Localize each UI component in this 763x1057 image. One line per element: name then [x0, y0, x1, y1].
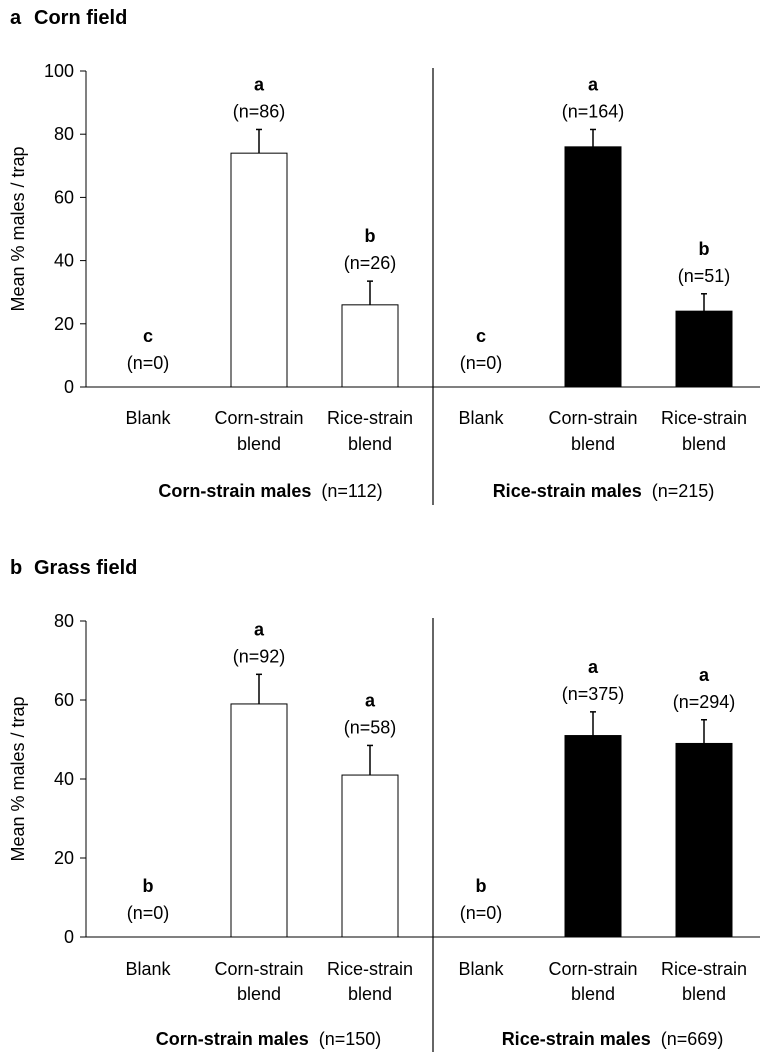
- x-category-label: Corn-strain: [548, 408, 637, 428]
- significance-letter: a: [588, 657, 599, 677]
- panel-letter: b: [10, 557, 22, 579]
- group-name: Rice-strain males: [502, 1029, 651, 1049]
- y-tick-label: 0: [64, 377, 74, 397]
- x-category-label: Blank: [458, 959, 504, 979]
- significance-letter: b: [699, 239, 710, 259]
- group-n: (n=112): [321, 481, 382, 501]
- x-category-label: blend: [571, 984, 615, 1004]
- significance-letter: a: [365, 690, 376, 710]
- group-n: (n=215): [652, 481, 715, 501]
- bar: [230, 703, 288, 938]
- y-tick-label: 100: [44, 61, 74, 81]
- y-tick-label: 60: [54, 187, 74, 207]
- sample-size-label: (n=0): [127, 353, 170, 373]
- sample-size-label: (n=0): [460, 903, 503, 923]
- bar: [341, 774, 399, 938]
- x-category-label: Corn-strain: [548, 959, 637, 979]
- x-category-label: Blank: [458, 408, 504, 428]
- x-category-label: blend: [682, 434, 726, 454]
- bar: [675, 310, 733, 388]
- x-category-label: blend: [237, 434, 281, 454]
- y-tick-label: 40: [54, 769, 74, 789]
- x-category-label: Corn-strain: [214, 959, 303, 979]
- sample-size-label: (n=26): [344, 253, 397, 273]
- significance-letter: a: [254, 74, 265, 94]
- x-category-label: blend: [682, 984, 726, 1004]
- group-name: Rice-strain males: [493, 481, 642, 501]
- sample-size-label: (n=0): [460, 353, 503, 373]
- sample-size-label: (n=294): [673, 692, 736, 712]
- x-category-label: blend: [571, 434, 615, 454]
- y-tick-label: 80: [54, 611, 74, 631]
- significance-letter: b: [365, 226, 376, 246]
- x-category-label: blend: [237, 984, 281, 1004]
- x-category-label: blend: [348, 984, 392, 1004]
- y-tick-label: 40: [54, 251, 74, 271]
- sample-size-label: (n=86): [233, 101, 286, 121]
- group-name: Corn-strain males: [156, 1029, 309, 1049]
- y-tick-label: 60: [54, 690, 74, 710]
- bar: [341, 304, 399, 388]
- x-category-label: Rice-strain: [661, 959, 747, 979]
- significance-letter: b: [143, 876, 154, 896]
- significance-letter: c: [143, 326, 153, 346]
- sample-size-label: (n=0): [127, 903, 170, 923]
- group-label: Rice-strain males (n=215): [493, 481, 715, 501]
- y-axis-label: Mean % males / trap: [8, 696, 28, 861]
- x-category-label: Rice-strain: [661, 408, 747, 428]
- panel-letter: a: [10, 7, 22, 29]
- x-category-label: Rice-strain: [327, 408, 413, 428]
- group-label: Corn-strain males (n=112): [158, 481, 382, 501]
- sample-size-label: (n=375): [562, 684, 625, 704]
- y-tick-label: 80: [54, 124, 74, 144]
- group-n: (n=669): [661, 1029, 724, 1049]
- x-category-label: Blank: [125, 408, 171, 428]
- significance-letter: a: [254, 619, 265, 639]
- y-tick-label: 20: [54, 314, 74, 334]
- panel-title: Grass field: [34, 557, 137, 579]
- bar: [564, 735, 622, 938]
- significance-letter: c: [476, 326, 486, 346]
- bar: [230, 152, 288, 388]
- sample-size-label: (n=58): [344, 717, 397, 737]
- bar: [675, 742, 733, 938]
- group-n: (n=150): [319, 1029, 382, 1049]
- group-label: Corn-strain males (n=150): [156, 1029, 382, 1049]
- bar: [564, 146, 622, 388]
- sample-size-label: (n=92): [233, 646, 286, 666]
- x-category-label: Blank: [125, 959, 171, 979]
- x-category-label: Corn-strain: [214, 408, 303, 428]
- group-label: Rice-strain males (n=669): [502, 1029, 724, 1049]
- sample-size-label: (n=51): [678, 266, 731, 286]
- panel-title: Corn field: [34, 7, 127, 29]
- group-name: Corn-strain males: [158, 481, 311, 501]
- x-category-label: Rice-strain: [327, 959, 413, 979]
- x-category-label: blend: [348, 434, 392, 454]
- significance-letter: a: [588, 74, 599, 94]
- y-tick-label: 20: [54, 848, 74, 868]
- significance-letter: a: [699, 665, 710, 685]
- sample-size-label: (n=164): [562, 101, 625, 121]
- y-tick-label: 0: [64, 927, 74, 947]
- y-axis-label: Mean % males / trap: [8, 146, 28, 311]
- significance-letter: b: [476, 876, 487, 896]
